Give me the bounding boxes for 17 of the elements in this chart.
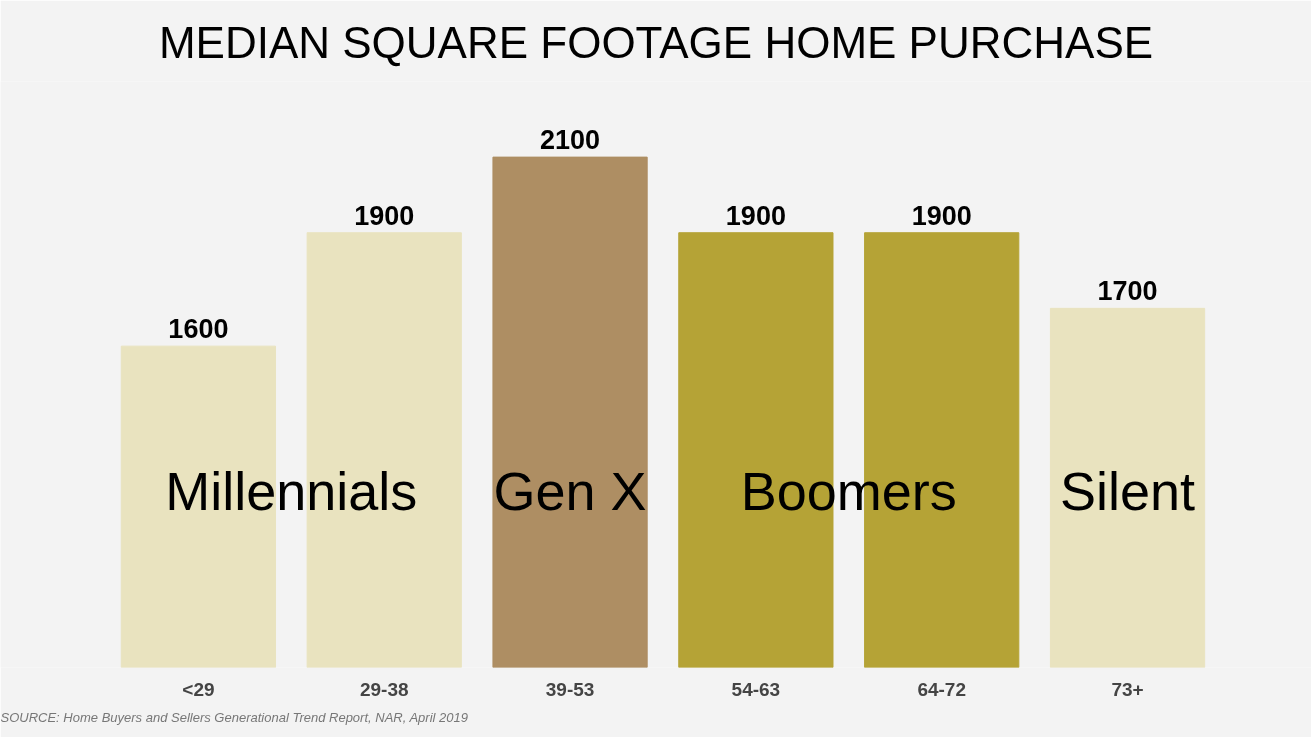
x-tick-label: 29-38 <box>359 678 409 700</box>
data-label: 1900 <box>725 200 786 231</box>
chart-title: MEDIAN SQUARE FOOTAGE HOME PURCHASE <box>158 17 1154 67</box>
x-tick-label: 64-72 <box>917 678 967 700</box>
data-label: 1600 <box>168 314 229 345</box>
data-label: 2100 <box>540 125 601 156</box>
source-note: SOURCE: Home Buyers and Sellers Generational Trend Report, NAR, April 2019 <box>0 709 468 725</box>
data-label: 1900 <box>911 200 972 231</box>
x-tick-label: 73+ <box>1111 678 1144 700</box>
data-label: 1700 <box>1097 276 1158 307</box>
annotation: Silent <box>1059 461 1196 521</box>
x-tick-label: <29 <box>182 678 215 700</box>
annotation: Millennials <box>165 461 418 521</box>
data-label: 1900 <box>354 200 415 231</box>
annotation: Gen X <box>493 461 647 521</box>
x-tick-label: 39-53 <box>545 678 595 700</box>
x-tick-label: 54-63 <box>731 678 781 700</box>
